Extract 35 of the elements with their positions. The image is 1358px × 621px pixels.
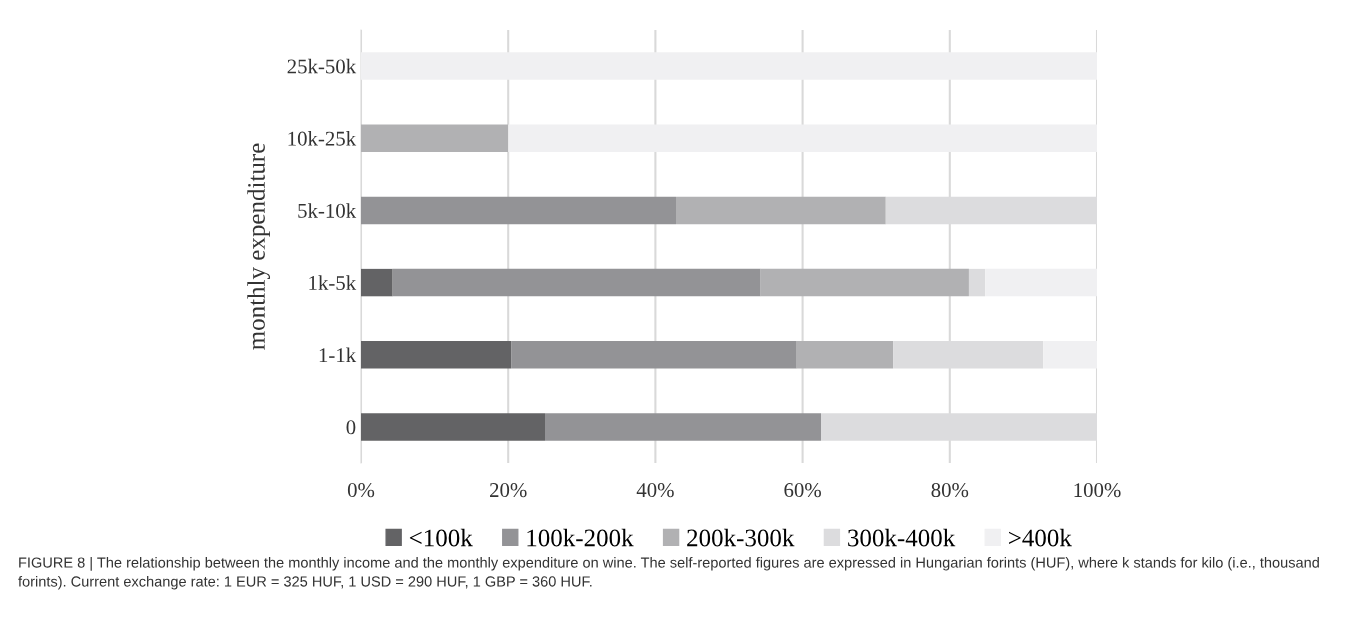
bar	[968, 268, 986, 297]
legend-label: 100k-200k	[527, 528, 634, 547]
y-axis-title: monthly expenditure	[247, 143, 271, 350]
caption: FIGURE 8 | The relationship between the monthly income and the monthly expenditure on wine. The self-reported figures are expressed in Hungarian forints (HUF), where k stands for kilo (i.e., thousand forints). Current exchange rate: 1 EUR = 325 HUF, 1 USD = 290 HUF, 1 GBP = 360 HUF.	[18, 557, 1319, 590]
legend-label: 200k-300k	[687, 528, 795, 547]
y-tick-label: 1k-5k	[309, 275, 357, 291]
bar	[796, 341, 894, 369]
bar	[361, 268, 393, 297]
bar	[392, 268, 761, 297]
y-tick-label: 10k-25k	[288, 131, 357, 146]
x-tick-label: 100%	[1074, 483, 1121, 498]
bar	[361, 341, 512, 369]
x-tick-label: 60%	[784, 483, 821, 498]
x-tick-label: 40%	[636, 483, 674, 498]
bar	[508, 124, 1097, 152]
legend-label: 300k-400k	[848, 528, 956, 547]
x-tick-label: 80%	[931, 483, 969, 498]
bar	[361, 196, 677, 225]
bar	[760, 268, 969, 297]
x-tick-label: 0%	[347, 483, 375, 498]
legend-label: <100k	[409, 528, 473, 547]
bar	[361, 52, 1097, 80]
bar	[676, 196, 886, 225]
y-tick-label: 1-1k	[319, 347, 357, 362]
bar	[361, 124, 509, 152]
bar	[1043, 341, 1097, 369]
bar	[361, 413, 545, 441]
bar	[511, 341, 797, 369]
legend-label: >400k	[1009, 528, 1072, 547]
y-tick-label: 5k-10k	[298, 203, 357, 218]
x-tick-label: 20%	[490, 483, 527, 498]
y-tick-label: 25k-50k	[287, 58, 357, 74]
bar	[985, 268, 1097, 297]
bar	[545, 413, 821, 441]
y-tick-label: 0	[346, 420, 356, 435]
